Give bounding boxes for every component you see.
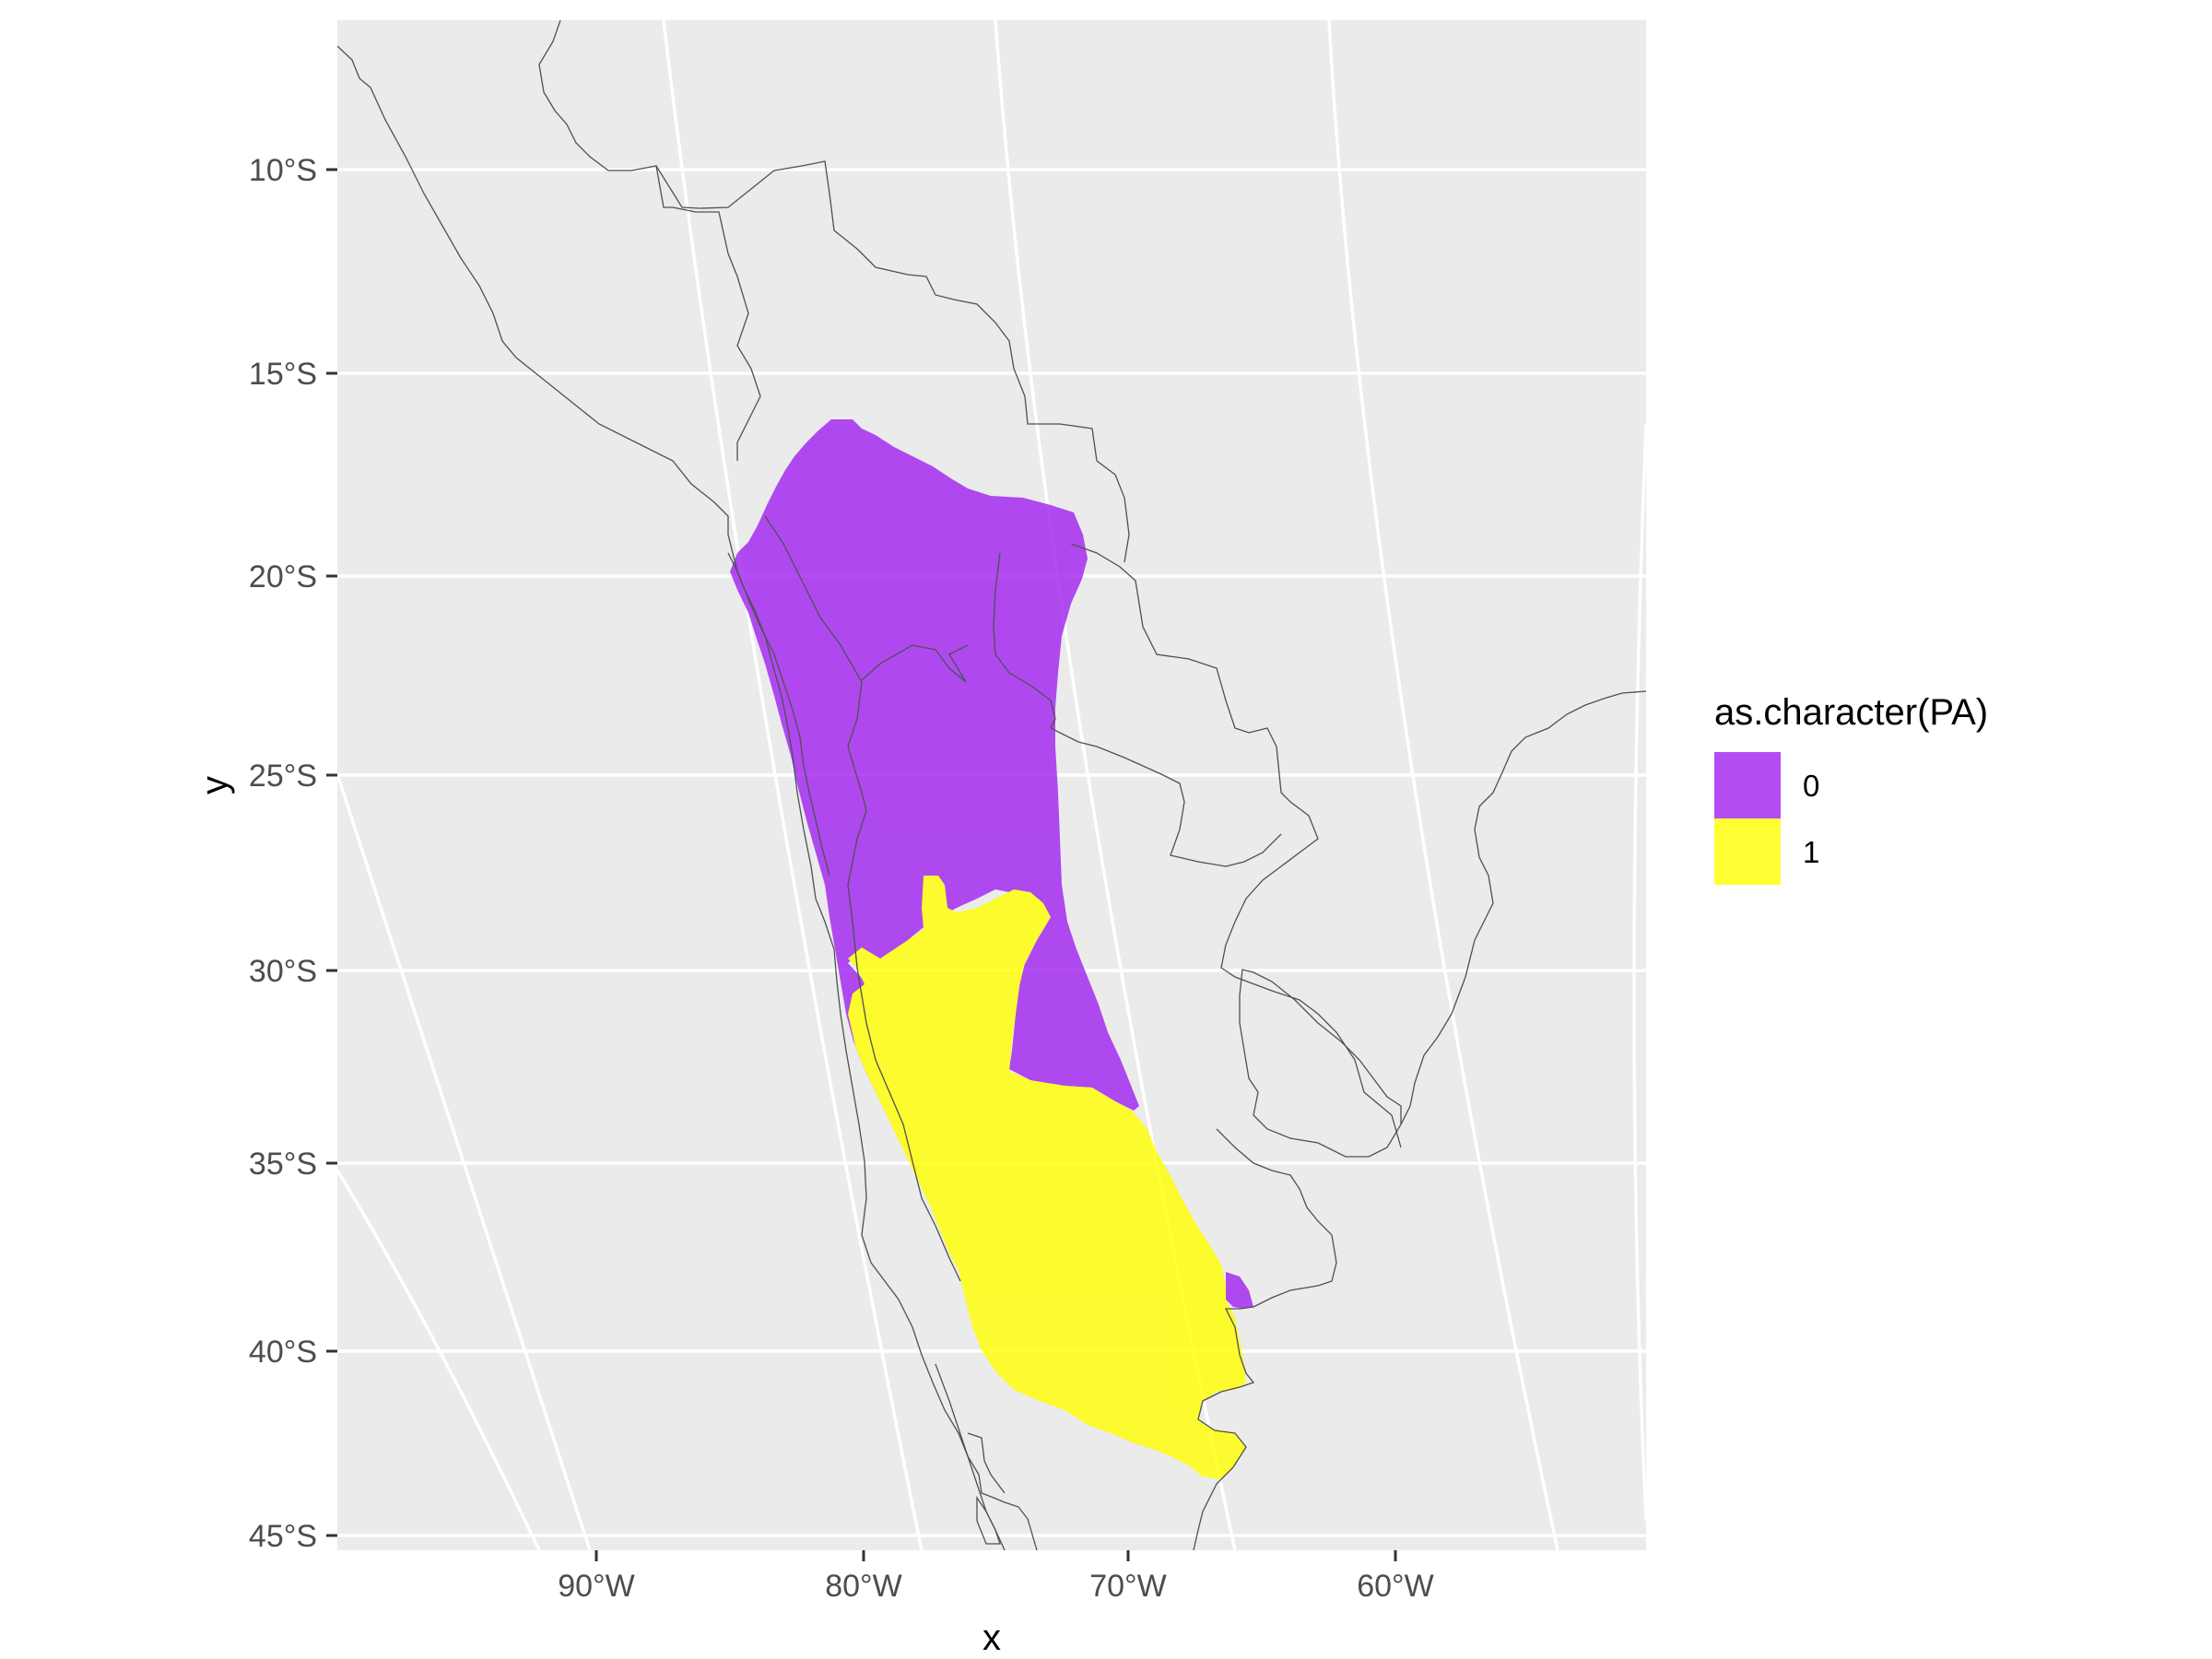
x-tick-label: 60°W (1357, 1569, 1434, 1604)
legend-key-0 (1714, 752, 1781, 818)
absence-cells (730, 419, 1139, 1244)
absence-cells-south (1226, 1272, 1253, 1309)
x-axis-title: x (982, 1618, 1001, 1658)
y-tick-label: 10°S (249, 153, 317, 188)
x-tick-labels: 90°W 80°W 70°W 60°W (558, 1569, 1434, 1604)
coastline-patagonia (1193, 1391, 1247, 1550)
y-tick-label: 40°S (249, 1335, 317, 1370)
border-bolivia-paraguay (1050, 727, 1282, 867)
x-tick-label: 70°W (1089, 1569, 1167, 1604)
coastline-fjords (935, 1363, 1038, 1550)
y-axis-title: y (194, 776, 235, 794)
meridian-50w (1632, 423, 1646, 1522)
meridian-100w (337, 1170, 541, 1550)
border-peru-brazil (538, 20, 761, 461)
y-tick-label: 25°S (249, 759, 317, 794)
coastline-west (337, 45, 1006, 1550)
y-tick-label: 35°S (249, 1147, 317, 1182)
pa-raster (730, 419, 1253, 1479)
legend-label-1: 1 (1803, 835, 1819, 869)
border-argentina-chile-north (993, 552, 1056, 729)
coastline-islands (976, 1495, 1001, 1545)
meridian-80w (662, 20, 924, 1550)
y-tick-label: 30°S (249, 954, 317, 989)
x-axis-ticks (594, 1550, 1397, 1561)
legend-title: as.character(PA) (1714, 692, 1988, 733)
coastline-argentina-east (1216, 1128, 1337, 1393)
y-tick-label: 45°S (249, 1519, 317, 1554)
y-tick-labels: 10°S 15°S 20°S 25°S 30°S 35°S 40°S 45°S (249, 153, 317, 1554)
x-tick-label: 80°W (825, 1569, 902, 1604)
legend-key-1 (1714, 818, 1781, 885)
x-tick-label: 90°W (558, 1569, 635, 1604)
y-tick-label: 20°S (249, 559, 317, 594)
y-axis-ticks (326, 168, 337, 1537)
coastline-brazil-south (1400, 690, 1646, 1125)
legend: as.character(PA) 0 1 (1714, 692, 1988, 885)
border-bolivia-west (861, 644, 969, 683)
meridian-90w (337, 773, 592, 1550)
border-bolivia-north (655, 160, 1130, 563)
border-bolivia-east (1070, 543, 1282, 794)
border-uruguay (1239, 969, 1402, 1158)
border-chile-argentina (764, 515, 961, 1282)
presence-cells (848, 876, 1246, 1479)
legend-label-0: 0 (1803, 769, 1819, 803)
meridian-60w (1327, 20, 1559, 1550)
y-tick-label: 15°S (249, 357, 317, 392)
coastline-fjords-2 (967, 1432, 1006, 1494)
border-paraguay (1220, 792, 1402, 1148)
country-borders (337, 20, 1646, 1550)
coastline-chile-inner (727, 552, 830, 877)
